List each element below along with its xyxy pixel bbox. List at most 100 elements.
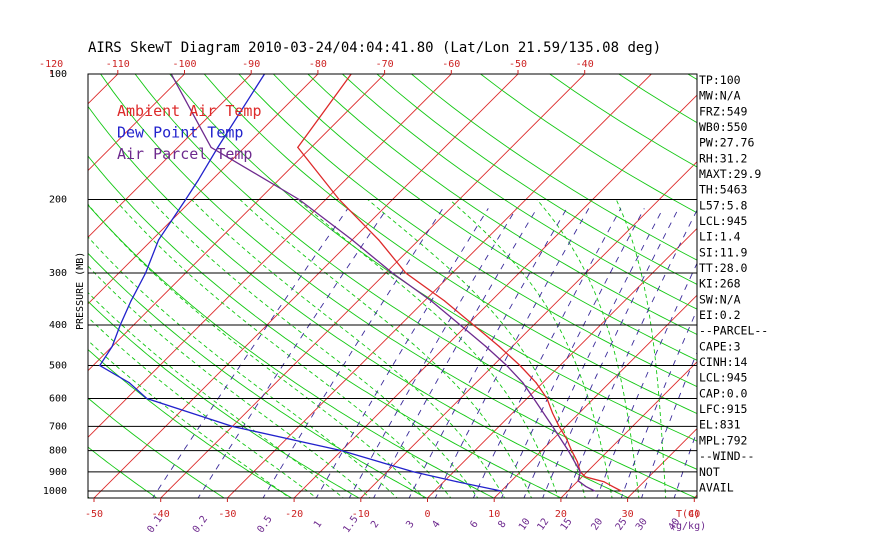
isotherm-line [88,74,319,305]
mixing-ratio-line [197,208,388,498]
series-point [611,485,614,488]
pressure-label: 100 [49,69,67,80]
dry-adiabat-line [88,397,225,498]
series-point [456,481,458,483]
moist-adiabat-line [88,265,371,498]
mixing-ratio-line [262,208,444,498]
series-point [298,198,300,201]
series-point [378,239,380,241]
pressure-label: 500 [49,360,67,371]
series-point [546,397,548,400]
bottom-temp-label: -40 [152,509,170,520]
top-temp-label: -40 [576,59,594,70]
isotherm-line [293,94,697,498]
series-point [535,382,537,384]
bottom-temp-label: 0 [424,509,430,520]
dry-adiabat-line [307,74,697,335]
pressure-label: 300 [49,268,67,279]
series-point [146,397,148,400]
stat-line: WB0:550 [699,120,748,134]
series-line [98,74,502,492]
dry-adiabat-line [376,74,697,285]
dry-adiabat-line [100,74,697,498]
pressure-label: 600 [49,393,67,404]
moist-adiabat-line [88,291,345,498]
moist-adiabat-line [88,203,425,498]
stat-line: NOT [699,465,720,479]
isotherm-line [160,74,586,498]
stat-line: MAXT:29.9 [699,167,761,181]
mixing-ratio-line [673,429,697,498]
bottom-temp-label: -20 [285,509,303,520]
stat-line: --WIND-- [699,449,754,463]
series-point [128,382,130,384]
stat-line: LCL:945 [699,371,747,385]
dry-adiabats [88,74,697,498]
plot-border [87,73,698,499]
stat-line: EL:831 [699,418,741,432]
moist-adiabat-line [88,316,318,498]
moist-adiabats [88,199,667,498]
bottom-temp-label: -10 [352,509,370,520]
isotherm-line [88,74,186,172]
series-point [473,324,475,326]
series-point [519,364,521,367]
mixing-ratio-line [348,208,517,498]
stat-line: CAP:0.0 [699,386,748,400]
series-point [338,198,340,201]
series-point [506,364,508,367]
dry-adiabat-line [272,74,697,361]
series-point [412,471,415,473]
isotherm-line [88,74,252,238]
series-point [533,397,535,400]
series-point [522,382,524,384]
dry-adiabat-line [169,74,697,442]
top-temp-label: -60 [442,59,460,70]
series-point [603,481,605,483]
series-point [351,239,353,241]
series-point [231,425,233,428]
mixing-ratio-label: 4 [430,519,442,530]
moist-adiabat-line [149,199,479,498]
series-point [558,425,560,428]
series-point [119,324,121,326]
dry-adiabat-line [203,74,697,415]
series-point [584,476,586,478]
dry-adiabat-line [88,300,360,498]
mixing-ratio-line [620,308,697,498]
series-point [99,364,101,367]
pressure-gridlines [88,74,697,492]
moist-adiabat-line [367,199,586,498]
mixing-ratio-label: 8 [496,519,508,530]
dry-adiabat-line [238,74,697,388]
isotherm-line [560,361,697,498]
mixing-ratio-line [523,208,664,498]
series-point [391,272,394,274]
plot-area [88,74,697,498]
stat-line: TT:28.0 [699,261,748,275]
pressure-label: 800 [49,446,67,457]
top-temp-label: -50 [509,59,527,70]
isotherm-line [93,74,519,498]
series-point [500,490,502,492]
stat-line: MPL:792 [699,433,747,447]
moist-adiabat-line [88,236,398,498]
mixing-ratio-line [152,208,349,498]
moist-adiabat-line [191,199,506,498]
series-point [145,272,147,274]
series-point [551,412,554,414]
series-point [478,485,480,488]
series-point [459,324,461,326]
series-point [130,300,132,302]
stat-line: CAPE:3 [699,339,741,353]
dry-adiabat-line [134,74,697,470]
legend: Ambient Air Temp Dew Point Temp Air Parcel… [117,102,262,163]
pressure-label: 900 [49,467,67,478]
isotherm-line [88,74,386,372]
isotherm-line [493,294,697,498]
bottom-temp-label: -50 [85,509,103,520]
stat-line: EI:0.2 [699,308,741,322]
stat-line: LI:1.4 [699,230,741,244]
